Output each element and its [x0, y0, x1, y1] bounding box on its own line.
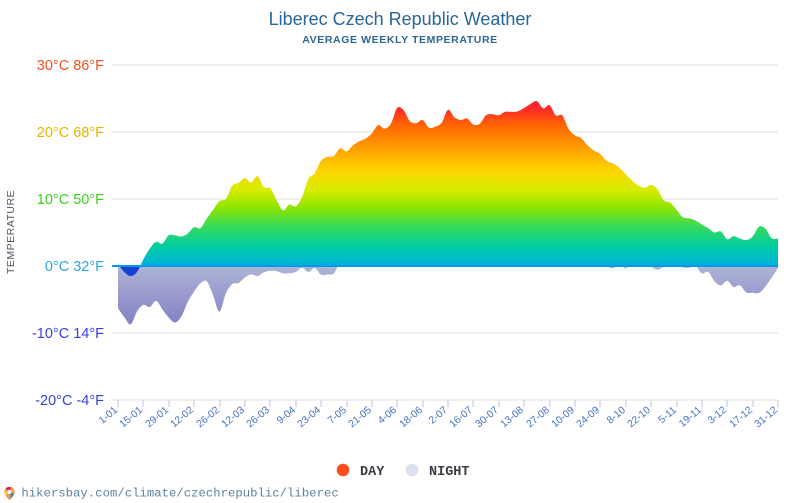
- svg-text:10°C 50°F: 10°C 50°F: [37, 192, 104, 208]
- svg-text:9-04: 9-04: [275, 405, 298, 427]
- svg-text:30°C 86°F: 30°C 86°F: [37, 58, 104, 74]
- svg-text:20°C 68°F: 20°C 68°F: [37, 125, 104, 141]
- svg-text:22-10: 22-10: [626, 405, 653, 431]
- svg-text:18-06: 18-06: [398, 405, 425, 431]
- svg-text:4-06: 4-06: [376, 405, 399, 427]
- svg-text:19-11: 19-11: [677, 405, 704, 430]
- svg-text:0°C 32°F: 0°C 32°F: [45, 259, 104, 275]
- svg-text:NIGHT: NIGHT: [429, 465, 470, 480]
- svg-text:27-08: 27-08: [525, 405, 552, 431]
- svg-text:24-09: 24-09: [575, 405, 602, 431]
- svg-text:21-05: 21-05: [347, 405, 374, 431]
- svg-text:-20°C -4°F: -20°C -4°F: [35, 393, 104, 409]
- svg-text:TEMPERATURE: TEMPERATURE: [5, 190, 17, 274]
- svg-text:30-07: 30-07: [474, 405, 501, 431]
- svg-text:29-01: 29-01: [144, 405, 171, 431]
- svg-text:7-05: 7-05: [326, 405, 349, 427]
- svg-text:10-09: 10-09: [550, 405, 577, 431]
- svg-text:26-03: 26-03: [245, 405, 272, 431]
- svg-text:16-07: 16-07: [448, 405, 475, 431]
- svg-text:12-02: 12-02: [169, 405, 196, 431]
- svg-text:3-12: 3-12: [706, 405, 729, 427]
- svg-text:DAY: DAY: [360, 465, 385, 480]
- svg-text:8-10: 8-10: [605, 405, 628, 427]
- svg-text:5-11: 5-11: [657, 405, 679, 426]
- svg-text:12-03: 12-03: [220, 405, 247, 431]
- svg-text:17-12: 17-12: [728, 405, 755, 431]
- svg-text:23-04: 23-04: [296, 405, 323, 431]
- svg-text:-10°C 14°F: -10°C 14°F: [32, 326, 104, 342]
- svg-text:13-08: 13-08: [499, 405, 526, 431]
- svg-text:31-12: 31-12: [753, 405, 780, 431]
- svg-text:26-02: 26-02: [195, 405, 222, 431]
- svg-text:2-07: 2-07: [427, 405, 450, 427]
- svg-text:15-01: 15-01: [118, 405, 145, 431]
